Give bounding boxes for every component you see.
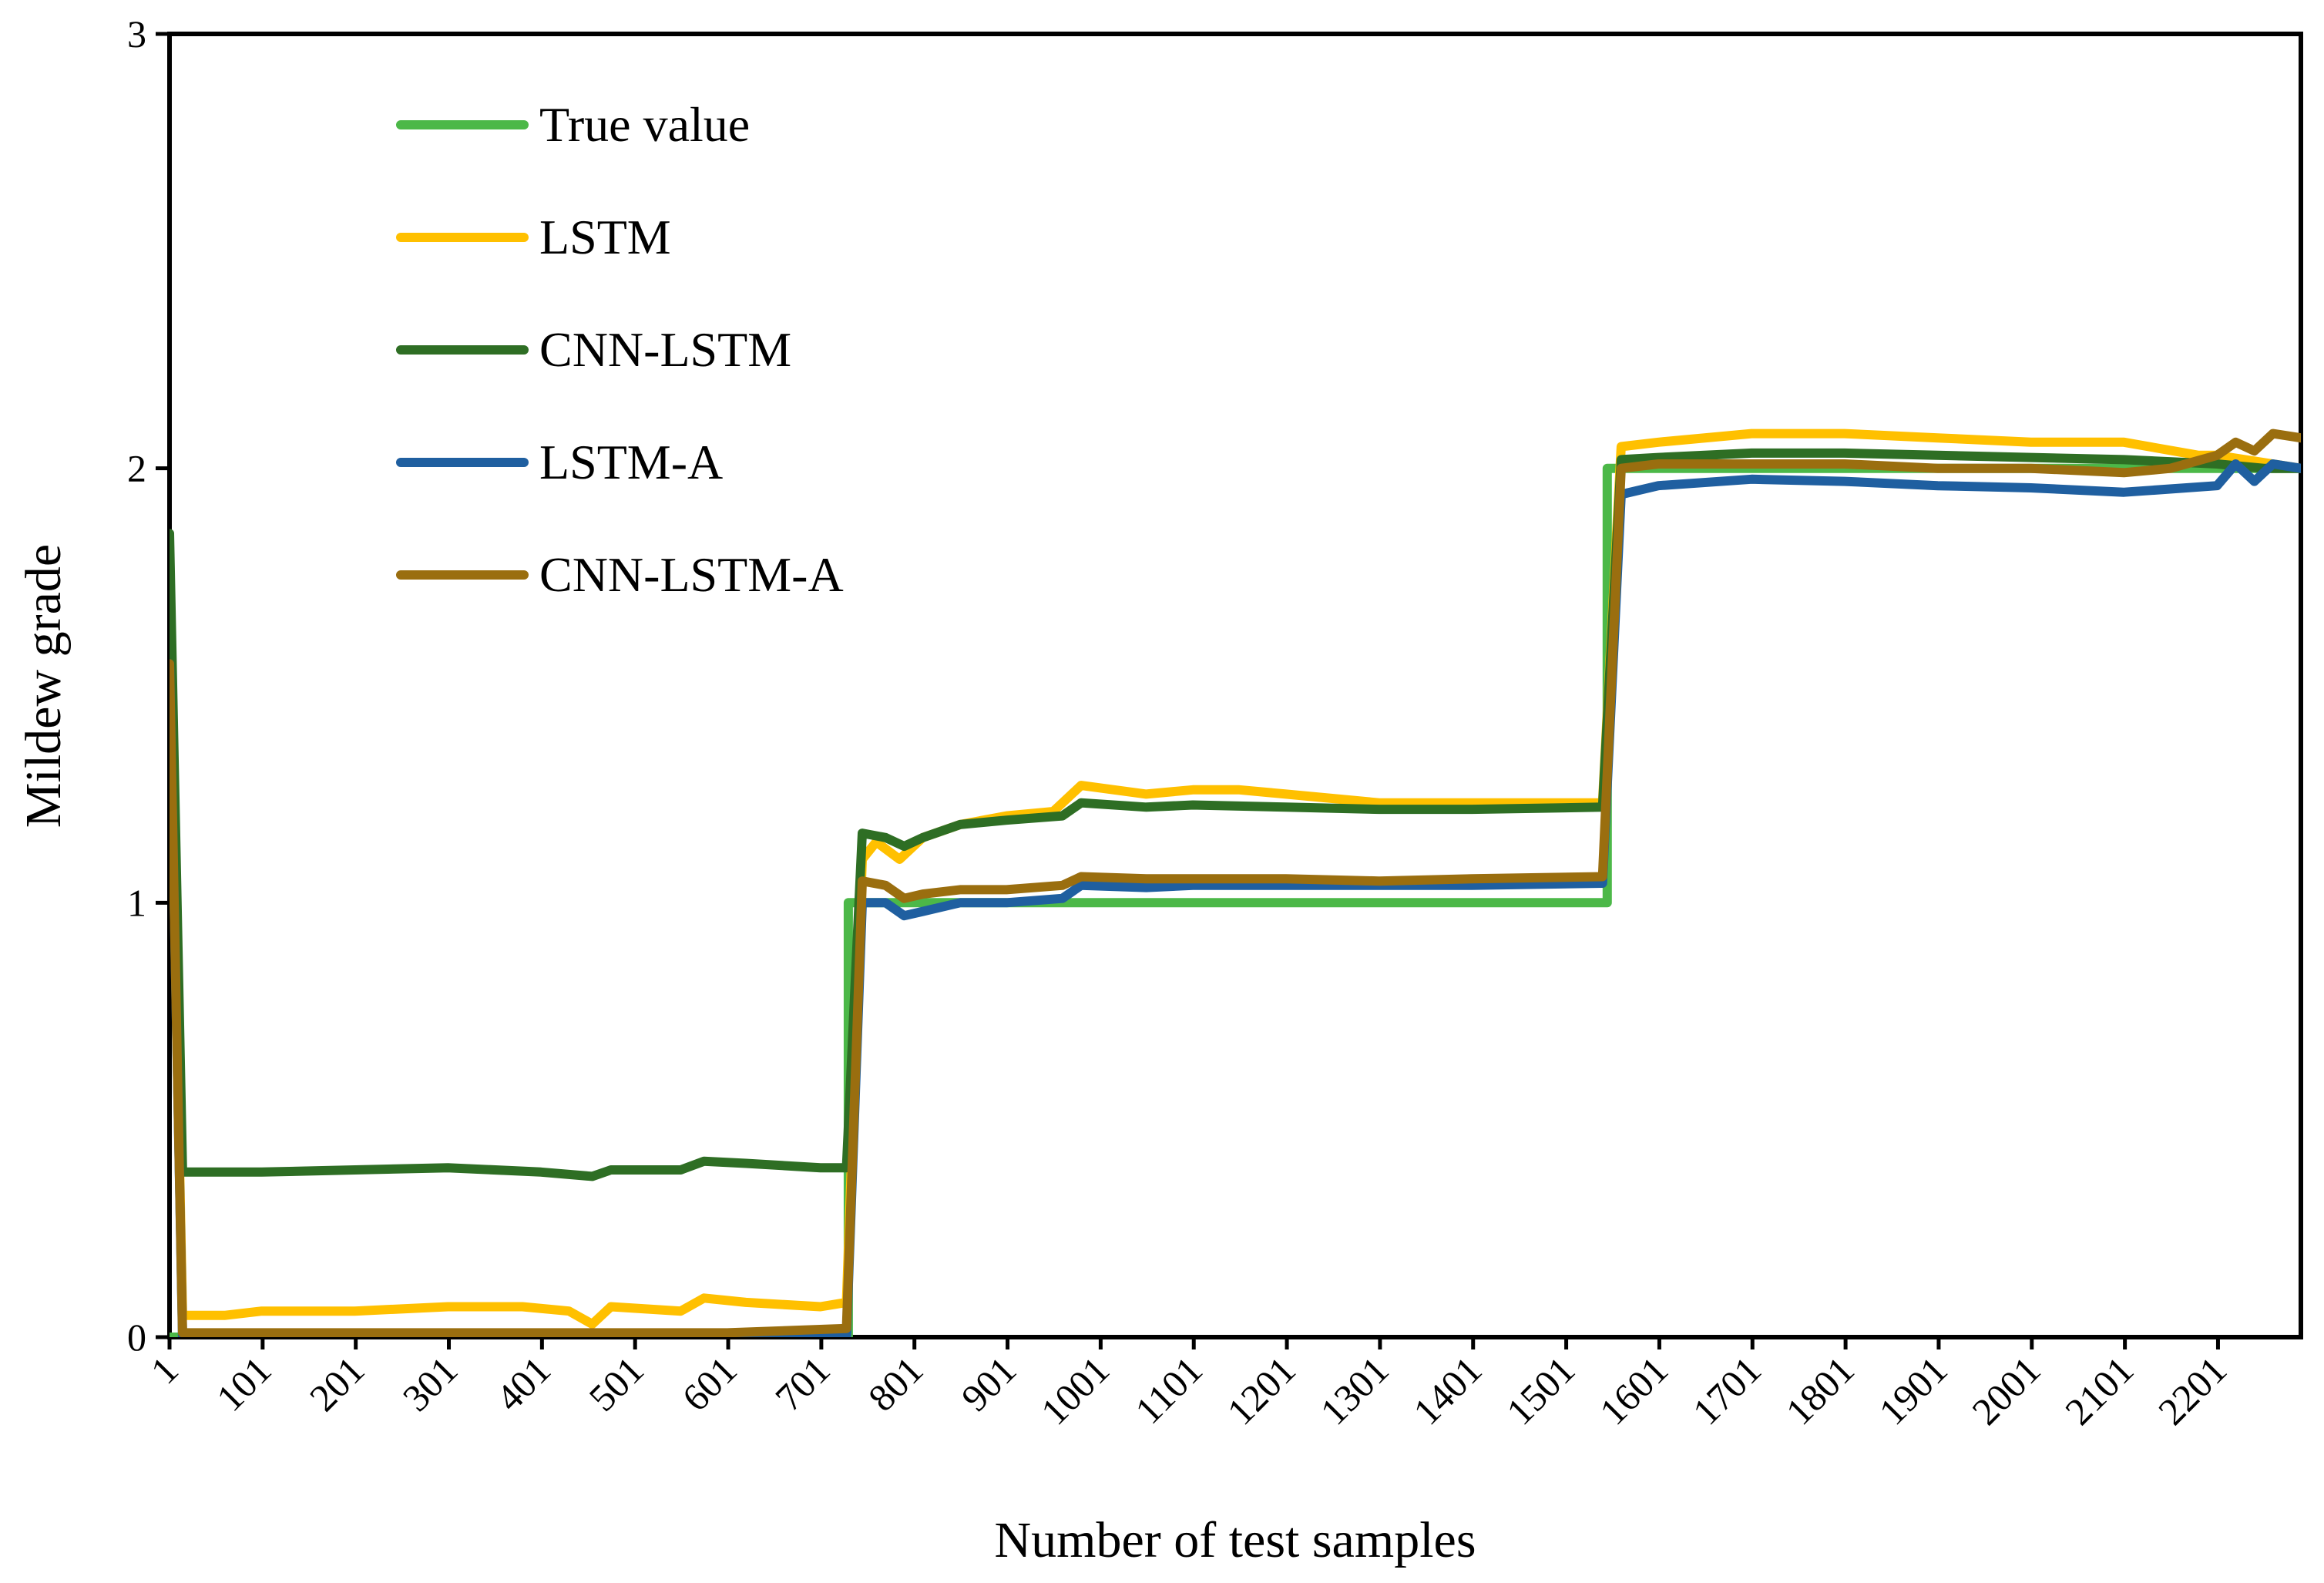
x-tick-label: 2001 (1963, 1348, 2048, 1433)
x-tick-label: 2201 (2150, 1348, 2235, 1433)
y-axis-title: Mildew grade (15, 544, 72, 828)
x-tick-label: 101 (208, 1348, 280, 1420)
y-tick-label: 0 (127, 1316, 146, 1359)
y-tick-label: 1 (127, 881, 146, 924)
x-tick-label: 301 (395, 1348, 466, 1420)
x-tick-label: 1501 (1498, 1348, 1583, 1433)
legend-item: CNN-LSTM (396, 322, 791, 377)
legend: True value LSTM CNN-LSTM LSTM-A CNN-LSTM-A (396, 97, 844, 602)
x-tick-label: 801 (860, 1348, 932, 1420)
series-line-4 (170, 429, 2301, 1337)
x-tick-label: 1301 (1311, 1348, 1396, 1433)
x-axis-ticks: 1 101 201 301 401 501 601 701 801 901 1001 1101 1201… (143, 1337, 2235, 1433)
x-tick-label: 501 (580, 1348, 652, 1420)
x-tick-label: 1901 (1870, 1348, 1955, 1433)
x-tick-label: 2101 (2057, 1348, 2141, 1433)
x-tick-label: 1101 (1127, 1348, 1211, 1432)
legend-item: LSTM (396, 210, 671, 264)
x-tick-label: 901 (953, 1348, 1025, 1420)
legend-item: LSTM-A (396, 435, 723, 489)
legend-label: LSTM (539, 210, 671, 264)
series-line-0 (170, 463, 2301, 1337)
x-tick-label: 1601 (1591, 1348, 1676, 1433)
series-line-1 (170, 429, 2301, 1329)
legend-label: True value (539, 97, 750, 152)
y-tick-label: 3 (127, 12, 146, 55)
x-axis-title: Number of test samples (994, 1512, 1476, 1568)
y-tick-label: 2 (127, 447, 146, 490)
x-tick-label: 201 (301, 1348, 373, 1420)
x-tick-label: 701 (767, 1348, 838, 1420)
x-tick-label: 1001 (1033, 1348, 1117, 1433)
legend-label: CNN-LSTM-A (539, 547, 844, 602)
legend-item: CNN-LSTM-A (396, 547, 844, 602)
y-axis-ticks: 0 1 2 3 (127, 12, 170, 1359)
legend-item: True value (396, 97, 750, 152)
legend-label: LSTM-A (539, 435, 723, 489)
plot-area-frame (167, 32, 2303, 1339)
x-tick-label: 401 (488, 1348, 559, 1420)
legend-label: CNN-LSTM (539, 322, 791, 377)
x-tick-label: 1 (143, 1348, 186, 1392)
series-line-2 (170, 448, 2301, 1181)
x-tick-label: 1201 (1219, 1348, 1304, 1433)
series-layer (170, 429, 2301, 1337)
x-tick-label: 601 (673, 1348, 745, 1420)
x-tick-label: 1401 (1405, 1348, 1489, 1433)
x-tick-label: 1801 (1778, 1348, 1862, 1433)
x-tick-label: 1701 (1684, 1348, 1769, 1433)
